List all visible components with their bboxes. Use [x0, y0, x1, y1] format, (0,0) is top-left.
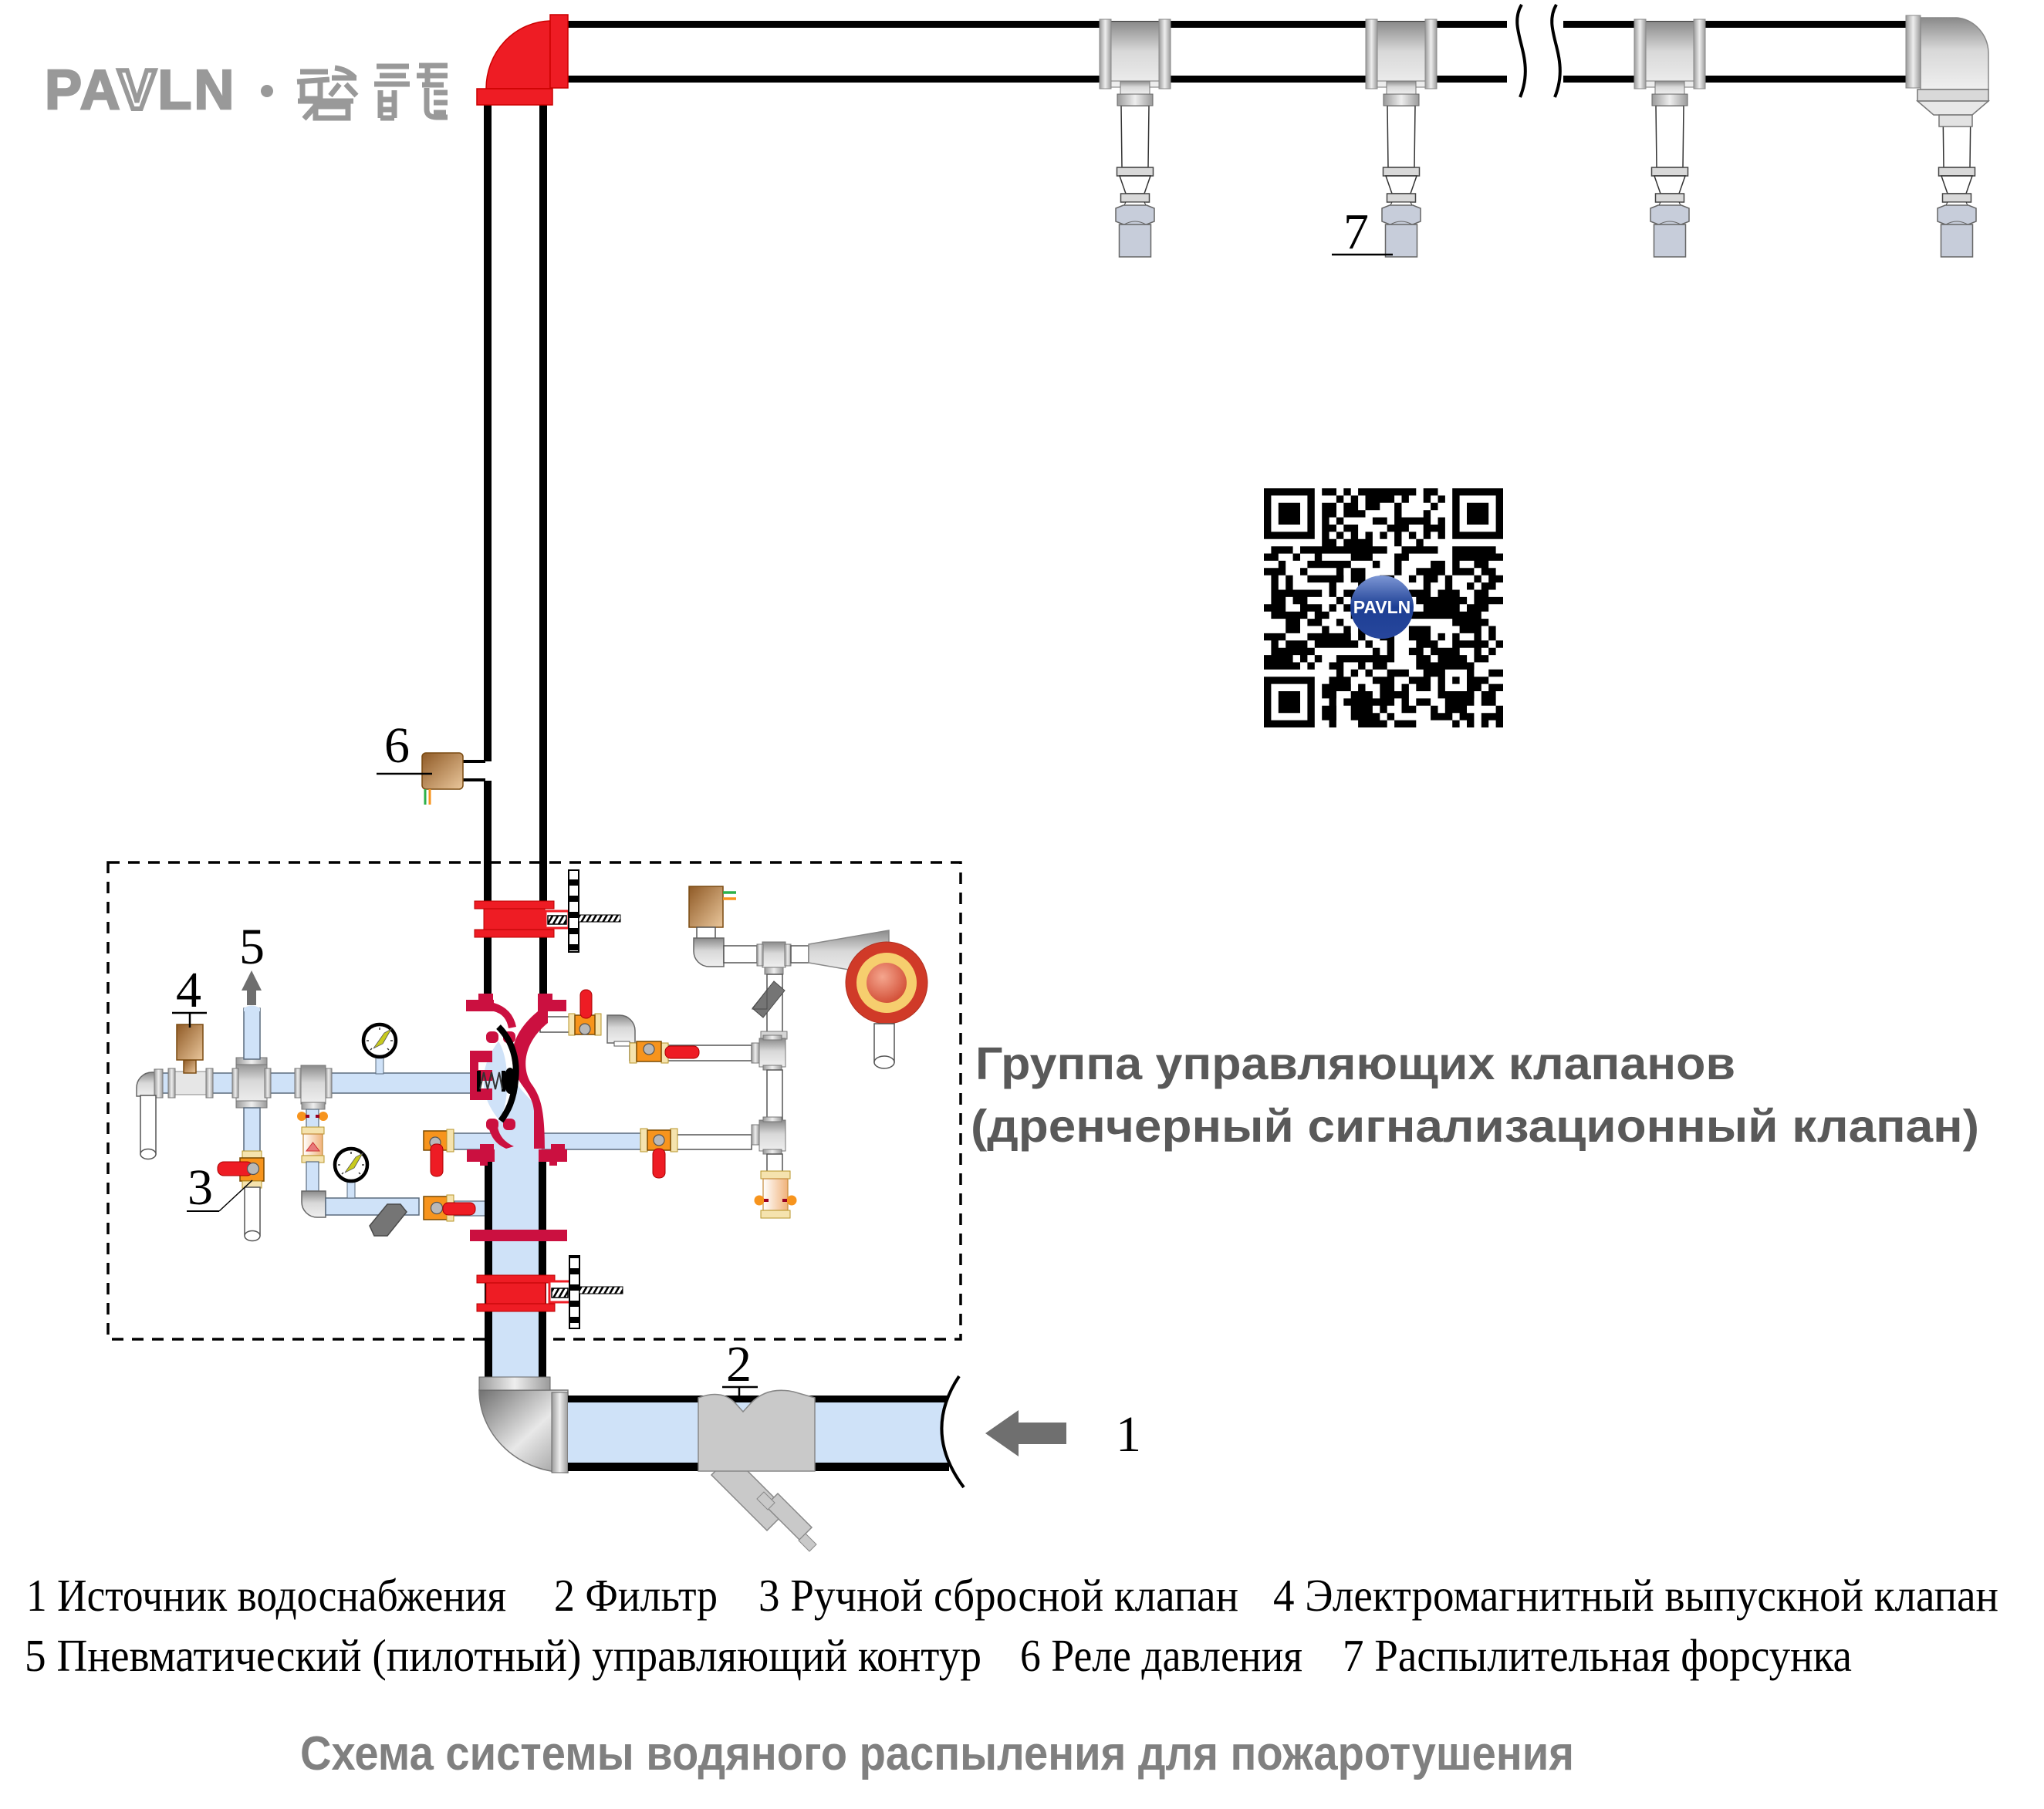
svg-text:Схема системы водяного распыле: Схема системы водяного распыления для по… — [300, 1727, 1574, 1780]
svg-text:2 Фильтр: 2 Фильтр — [554, 1570, 718, 1621]
svg-text:2: 2 — [726, 1336, 752, 1392]
svg-text:PAVLN: PAVLN — [1353, 597, 1411, 617]
svg-text:Группа управляющих клапанов: Группа управляющих клапанов — [975, 1038, 1735, 1089]
svg-text:3 Ручной сбросной клапан: 3 Ручной сбросной клапан — [758, 1570, 1238, 1621]
svg-text:(дренчерный сигнализационный к: (дренчерный сигнализационный клапан) — [971, 1101, 1979, 1152]
svg-text:PAVLN: PAVLN — [45, 59, 236, 121]
svg-text:7: 7 — [1343, 204, 1369, 260]
svg-text:4: 4 — [176, 962, 201, 1018]
svg-text:3: 3 — [188, 1159, 213, 1216]
svg-text:7 Распылительная форсунка: 7 Распылительная форсунка — [1343, 1630, 1852, 1681]
svg-text:1 Источник водоснабжения: 1 Источник водоснабжения — [26, 1570, 506, 1621]
svg-text:5 Пневматический (пилотный) уп: 5 Пневматический (пилотный) управляющий … — [25, 1630, 981, 1681]
svg-text:6: 6 — [384, 717, 410, 774]
svg-text:1: 1 — [1116, 1406, 1141, 1463]
svg-text:6 Реле давления: 6 Реле давления — [1020, 1630, 1302, 1681]
svg-text:5: 5 — [239, 919, 265, 975]
svg-text:4 Электромагнитный выпускной к: 4 Электромагнитный выпускной клапан — [1273, 1570, 1998, 1621]
